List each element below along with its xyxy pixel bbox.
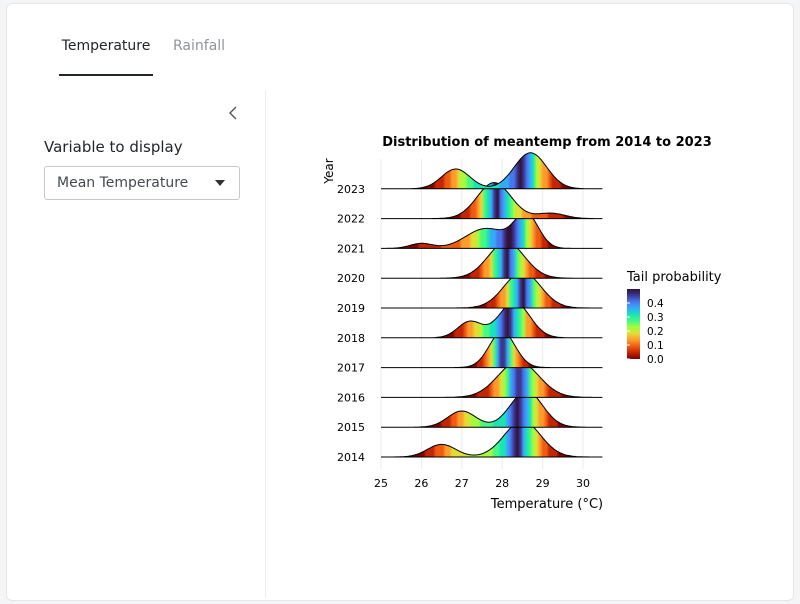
x-tick-label: 25 xyxy=(374,477,388,490)
y-tick-label: 2018 xyxy=(337,332,365,345)
chart-ridges xyxy=(381,152,603,458)
x-tick-label: 26 xyxy=(414,477,428,490)
caret-down-icon xyxy=(215,180,225,186)
ridge-2018 xyxy=(381,301,603,339)
variable-select[interactable]: Mean Temperature xyxy=(44,166,240,200)
ridge-2014 xyxy=(381,420,603,458)
legend-tick-label: 0.1 xyxy=(647,340,664,352)
legend-tick-label: 0.4 xyxy=(647,298,664,310)
variable-label: Variable to display xyxy=(44,138,183,156)
legend-tick-label: 0.2 xyxy=(647,326,664,338)
y-tick-label: 2016 xyxy=(337,391,365,404)
tab-rainfall[interactable]: Rainfall xyxy=(173,38,226,54)
ridge-2020 xyxy=(381,241,603,279)
ridge-2021 xyxy=(381,211,603,249)
x-tick-label: 28 xyxy=(495,477,509,490)
legend-title: Tail probability xyxy=(626,270,722,285)
chart-title: Distribution of meantemp from 2014 to 20… xyxy=(382,135,712,150)
main-card: Temperature Rainfall Variable to display… xyxy=(6,3,794,601)
y-tick-label: 2021 xyxy=(337,242,365,255)
tab-temperature[interactable]: Temperature xyxy=(59,32,153,76)
ridge-2023 xyxy=(381,152,603,190)
y-tick-label: 2019 xyxy=(337,302,365,315)
chart-legend: Tail probability 0.4 0.3 0.2 0.1 0.0 xyxy=(626,270,722,366)
chart-y-tick-labels: 2014 2015 2016 2017 2018 2019 2020 2021 2022 2023 xyxy=(337,183,365,464)
x-tick-label: 30 xyxy=(576,477,590,490)
y-axis-title: Year xyxy=(322,158,336,184)
x-tick-label: 29 xyxy=(536,477,550,490)
y-tick-label: 2014 xyxy=(337,451,365,464)
ridgeline-chart: Distribution of meantemp from 2014 to 20… xyxy=(322,135,722,512)
legend-colorbar xyxy=(627,289,640,359)
y-tick-label: 2023 xyxy=(337,183,365,196)
ridge-2019 xyxy=(381,271,603,309)
legend-tick-label: 0.0 xyxy=(647,354,664,366)
chevron-left-icon[interactable] xyxy=(225,102,243,124)
y-tick-label: 2020 xyxy=(337,272,365,285)
ridge-2016 xyxy=(381,360,603,398)
sidebar: Variable to display Mean Temperature xyxy=(7,90,266,598)
ridge-2015 xyxy=(381,390,603,428)
ridge-2017 xyxy=(381,331,603,369)
x-tick-label: 27 xyxy=(455,477,469,490)
variable-select-value: Mean Temperature xyxy=(57,175,189,191)
x-axis-title: Temperature (°C) xyxy=(490,497,603,512)
y-tick-label: 2022 xyxy=(337,213,365,226)
legend-tick-label: 0.3 xyxy=(647,312,664,324)
y-tick-label: 2017 xyxy=(337,362,365,375)
chart-x-tick-labels: 25 26 27 28 29 30 xyxy=(374,477,590,490)
ridge-2022 xyxy=(381,182,603,220)
y-tick-label: 2015 xyxy=(337,421,365,434)
